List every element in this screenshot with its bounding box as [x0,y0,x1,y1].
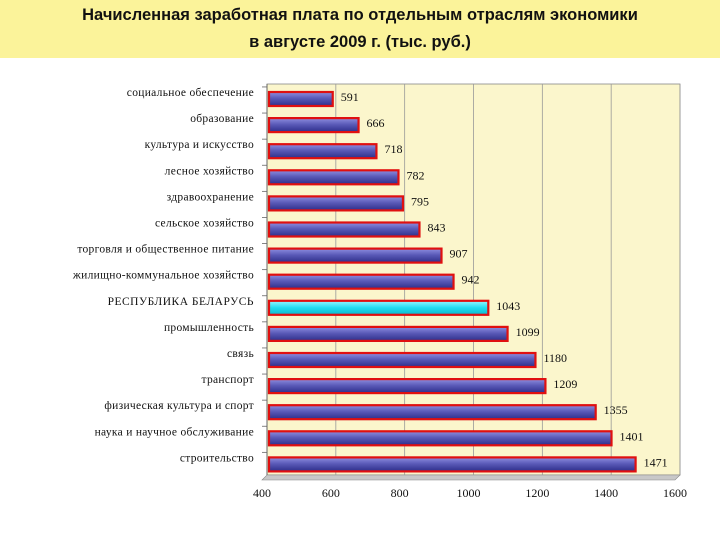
x-tick-label: 1000 [457,486,481,500]
value-label: 1099 [516,325,540,339]
x-tick-label: 1200 [525,486,549,500]
bar [267,221,421,238]
bar [267,273,455,290]
bar [267,351,537,369]
value-label: 1471 [644,455,668,469]
category-label: сельское хозяйство [155,218,254,230]
value-label: 843 [427,221,445,235]
value-label: 591 [341,90,359,104]
bar [267,325,509,342]
bar [267,169,400,186]
chart-title-line-1: Начисленная заработная плата по отдельны… [82,6,638,24]
value-label: 907 [449,247,467,261]
plot-floor [261,474,681,481]
value-label: 666 [367,116,385,130]
x-tick-label: 1600 [663,486,687,500]
category-label: наука и научное обслуживание [95,426,254,438]
bar-highlight [267,299,490,316]
bar [267,116,360,134]
category-label: образование [190,113,254,125]
category-label: жилищно-коммунальное хозяйство [72,270,254,282]
category-label: здравоохранение [167,191,254,203]
value-label: 1043 [496,299,520,313]
category-label: физическая культура и спорт [104,400,254,412]
category-label: лесное хозяйство [165,165,254,177]
bar [267,247,443,264]
category-label: строительство [180,452,254,464]
bar [267,456,637,473]
value-label: 1355 [604,403,628,417]
bar [267,90,334,108]
bar [267,195,405,212]
category-label: промышленность [164,322,254,334]
chart-title-line-2: в августе 2009 г. (тыс. руб.) [249,33,471,51]
value-label: 782 [406,168,424,182]
x-tick-label: 400 [253,486,271,500]
category-label: связь [227,348,254,360]
x-tick-label: 600 [322,486,340,500]
title-band [0,0,720,58]
category-label: торговля и общественное питание [77,244,254,256]
category-label: социальное обеспечение [127,87,254,99]
category-label: культура и искусство [145,139,254,151]
bar [267,143,378,160]
value-label: 1180 [543,351,567,365]
x-tick-label: 800 [391,486,409,500]
category-label: РЕСПУБЛИКА БЕЛАРУСЬ [108,296,254,308]
value-label: 1209 [553,377,577,391]
bar [267,430,613,447]
value-label: 795 [411,194,429,208]
value-label: 718 [384,142,402,156]
value-label: 942 [462,273,480,287]
bar [267,378,547,395]
category-label: транспорт [201,374,254,386]
value-label: 1401 [620,429,644,443]
x-tick-label: 1400 [594,486,618,500]
bar [267,404,597,421]
